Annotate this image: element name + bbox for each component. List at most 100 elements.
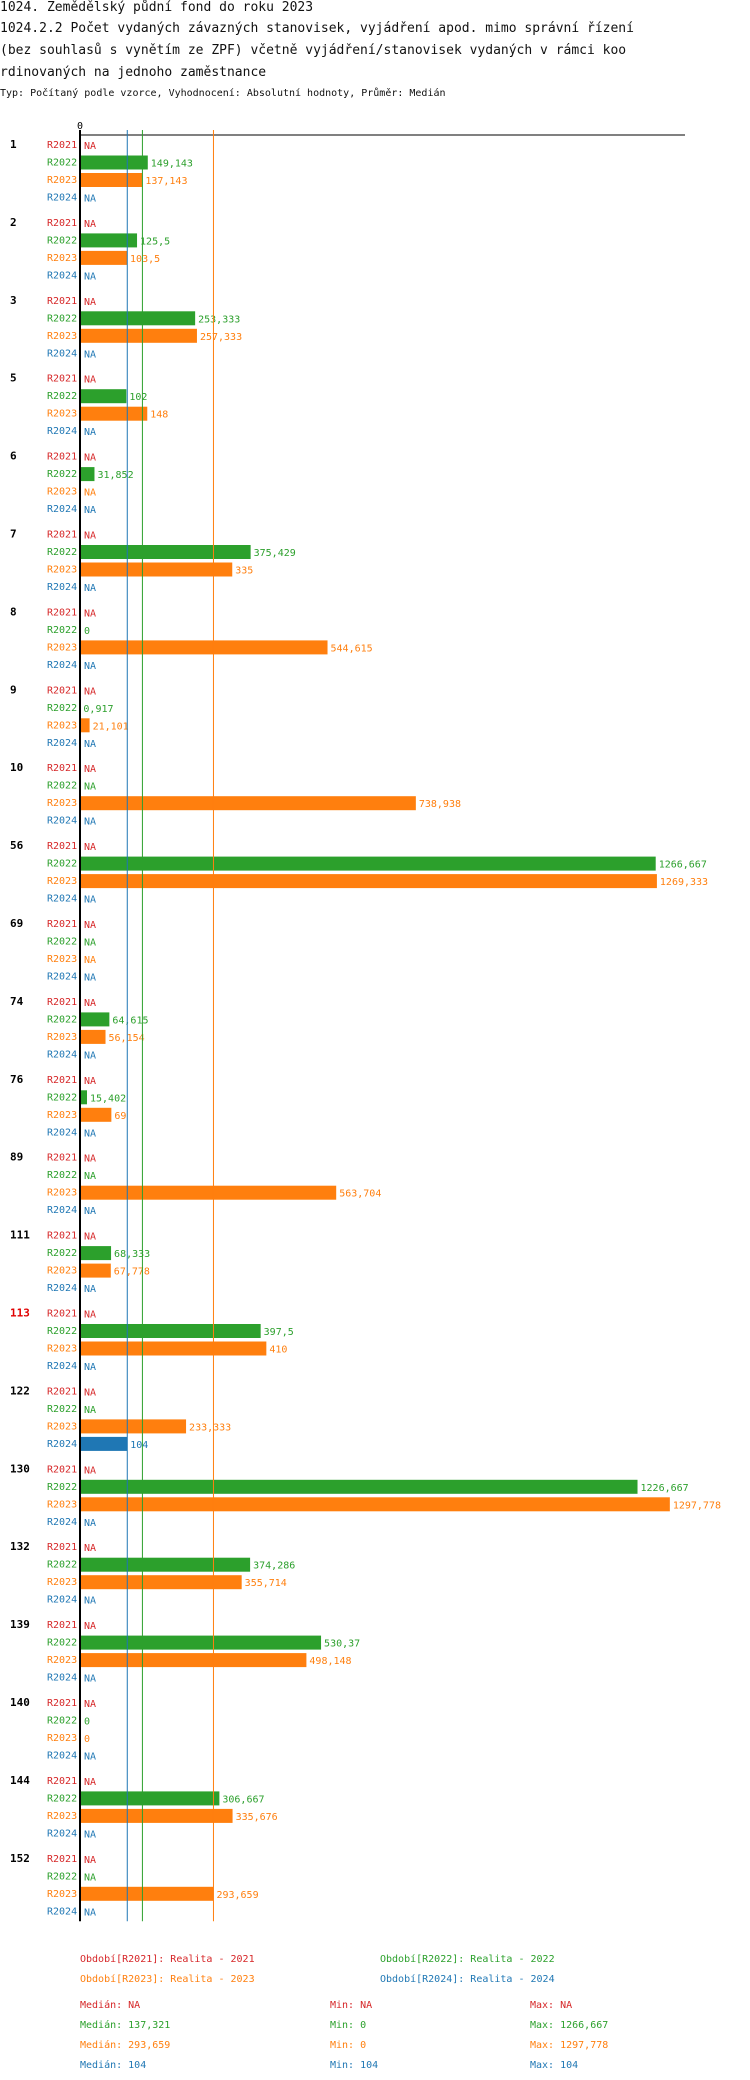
data-label-1-R2023: 137,143 (145, 176, 187, 187)
series-label-74-R2023: R2023 (47, 1032, 77, 1043)
data-label-113-R2022: 397,5 (264, 1327, 294, 1338)
category-label-6: 6 (10, 450, 17, 463)
data-label-8-R2023: 544,615 (331, 643, 373, 654)
series-label-7-R2022: R2022 (47, 547, 77, 558)
data-label-2-R2023: 103,5 (130, 254, 160, 265)
data-label-140-R2022: 0 (84, 1717, 90, 1728)
series-label-111-R2021: R2021 (47, 1231, 77, 1242)
bar-130-R2023 (80, 1497, 670, 1512)
category-label-7: 7 (10, 528, 17, 541)
series-label-5-R2022: R2022 (47, 391, 77, 402)
bar-56-R2022 (80, 856, 656, 871)
bar-139-R2023 (80, 1653, 307, 1668)
series-label-132-R2022: R2022 (47, 1560, 77, 1571)
data-label-5-R2023: 148 (150, 410, 168, 421)
series-label-6-R2022: R2022 (47, 469, 77, 480)
category-label-130: 130 (10, 1462, 30, 1475)
series-label-74-R2024: R2024 (47, 1049, 77, 1060)
stat-median-r2024: Medián: 104 (80, 2060, 147, 2071)
bar-113-R2022 (80, 1324, 261, 1338)
data-label-8-R2021: NA (84, 608, 96, 619)
stat-min-r2023: Min: 0 (330, 2040, 367, 2051)
data-label-111-R2022: 68,333 (114, 1249, 150, 1260)
series-label-132-R2023: R2023 (47, 1577, 77, 1588)
series-label-56-R2023: R2023 (47, 876, 77, 887)
data-label-89-R2022: NA (84, 1171, 96, 1182)
data-label-56-R2021: NA (84, 842, 96, 853)
series-label-113-R2022: R2022 (47, 1326, 77, 1337)
data-label-139-R2022: 530,37 (324, 1639, 360, 1650)
series-label-139-R2021: R2021 (47, 1620, 77, 1631)
series-label-69-R2021: R2021 (47, 919, 77, 930)
series-label-56-R2024: R2024 (47, 894, 77, 905)
category-label-144: 144 (10, 1774, 30, 1787)
data-label-1-R2024: NA (84, 194, 96, 205)
data-label-9-R2021: NA (84, 686, 96, 697)
legend-entry-r2022: Období[R2022]: Realita - 2022 (380, 1954, 555, 1965)
data-label-3-R2022: 253,333 (198, 314, 240, 325)
series-label-76-R2021: R2021 (47, 1075, 77, 1086)
legend-entry-r2021: Období[R2021]: Realita - 2021 (80, 1954, 255, 1965)
category-label-1: 1 (10, 138, 17, 151)
series-label-144-R2023: R2023 (47, 1811, 77, 1822)
series-label-10-R2023: R2023 (47, 798, 77, 809)
series-label-144-R2022: R2022 (47, 1793, 77, 1804)
series-label-1-R2023: R2023 (47, 175, 77, 186)
data-label-7-R2021: NA (84, 531, 96, 542)
series-label-144-R2024: R2024 (47, 1828, 77, 1839)
series-label-89-R2021: R2021 (47, 1153, 77, 1164)
bar-7-R2023 (80, 562, 233, 577)
bar-74-R2022 (80, 1012, 110, 1027)
bar-5-R2023 (80, 406, 148, 421)
series-label-2-R2022: R2022 (47, 235, 77, 246)
series-label-113-R2024: R2024 (47, 1361, 77, 1372)
stat-min-r2021: Min: NA (330, 2000, 373, 2011)
series-label-8-R2022: R2022 (47, 625, 77, 636)
data-label-9-R2022: 0,917 (83, 704, 113, 715)
data-label-76-R2021: NA (84, 1076, 96, 1087)
series-label-76-R2024: R2024 (47, 1127, 77, 1138)
data-label-111-R2023: 67,778 (114, 1267, 150, 1278)
data-label-130-R2021: NA (84, 1465, 96, 1476)
category-label-9: 9 (10, 683, 17, 696)
series-label-89-R2024: R2024 (47, 1205, 77, 1216)
data-label-76-R2022: 15,402 (90, 1093, 126, 1104)
series-label-140-R2023: R2023 (47, 1733, 77, 1744)
series-label-7-R2024: R2024 (47, 582, 77, 593)
category-label-132: 132 (10, 1540, 30, 1553)
series-label-144-R2021: R2021 (47, 1776, 77, 1787)
series-label-132-R2021: R2021 (47, 1542, 77, 1553)
chart-subtitle: Typ: Počítaný podle vzorce, Vyhodnocení:… (0, 88, 446, 99)
x-axis-zero-label: 0 (77, 121, 83, 132)
data-label-9-R2024: NA (84, 739, 96, 750)
series-label-69-R2022: R2022 (47, 937, 77, 948)
category-label-111: 111 (10, 1229, 30, 1242)
series-label-7-R2021: R2021 (47, 530, 77, 541)
data-label-3-R2021: NA (84, 297, 96, 308)
data-label-5-R2022: 102 (129, 392, 147, 403)
series-label-140-R2021: R2021 (47, 1698, 77, 1709)
series-label-140-R2024: R2024 (47, 1751, 77, 1762)
data-label-132-R2024: NA (84, 1596, 96, 1607)
data-label-76-R2023: 69 (114, 1111, 126, 1122)
series-label-56-R2021: R2021 (47, 841, 77, 852)
series-label-9-R2021: R2021 (47, 685, 77, 696)
series-label-139-R2024: R2024 (47, 1673, 77, 1684)
series-label-6-R2023: R2023 (47, 487, 77, 498)
bar-144-R2023 (80, 1808, 233, 1823)
bar-132-R2022 (80, 1557, 251, 1572)
series-label-1-R2021: R2021 (47, 140, 77, 151)
data-label-10-R2021: NA (84, 764, 96, 775)
chart-title-line-4: rdinovaných na jednoho zaměstnance (0, 65, 267, 80)
data-label-89-R2023: 563,704 (339, 1189, 381, 1200)
chart-title-line-3: (bez souhlasů s vynětím ze ZPF) včetně v… (0, 43, 627, 58)
bar-2-R2023 (80, 250, 128, 265)
data-label-69-R2023: NA (84, 955, 96, 966)
series-label-7-R2023: R2023 (47, 565, 77, 576)
data-label-69-R2024: NA (84, 973, 96, 984)
stat-max-r2024: Max: 104 (530, 2060, 579, 2071)
category-label-5: 5 (10, 372, 17, 385)
series-label-74-R2022: R2022 (47, 1014, 77, 1025)
series-label-122-R2022: R2022 (47, 1404, 77, 1415)
data-label-6-R2021: NA (84, 453, 96, 464)
